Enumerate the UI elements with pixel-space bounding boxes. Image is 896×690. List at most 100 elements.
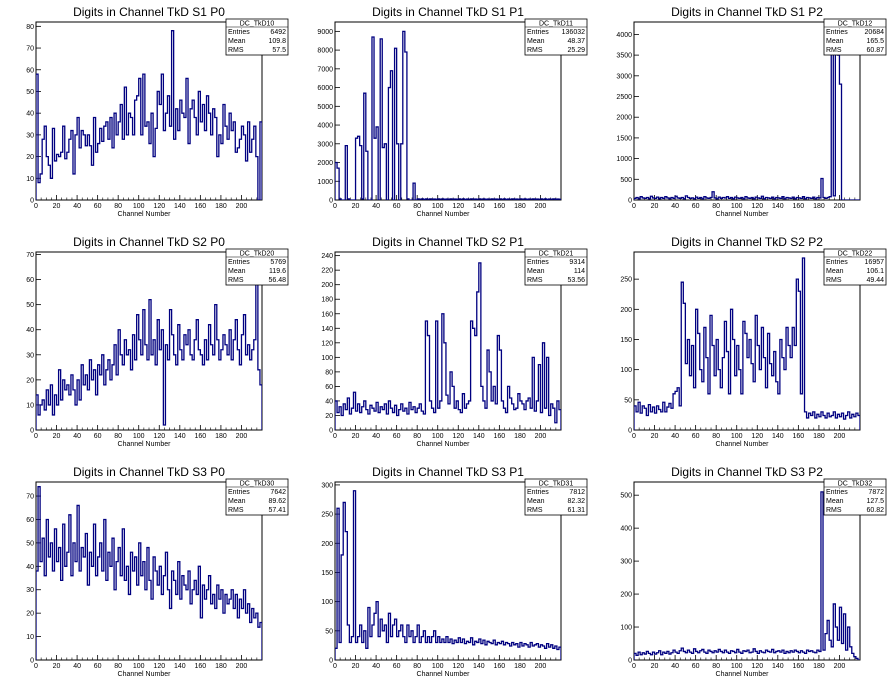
stats-label-mean: Mean: [527, 498, 545, 505]
stats-entries-value: 7872: [868, 489, 884, 496]
y-tick-label: 80: [26, 24, 34, 31]
y-tick-label: 0: [329, 198, 333, 205]
y-tick-label: 0: [30, 658, 34, 665]
histogram-svg: Digits in Channel TkD S3 P00 20 40 60 80 100 1…: [26, 465, 289, 678]
chart-title: Digits in Channel TkD S1 P1: [372, 5, 524, 19]
y-tick-label: 100: [620, 625, 632, 632]
x-tick-label: 180: [514, 433, 526, 440]
stats-box: [524, 478, 588, 516]
stats-mean-value: 119.6: [269, 268, 286, 275]
x-tick-label: 140: [772, 663, 784, 670]
y-tick-label: 80: [325, 369, 333, 376]
histogram-pad-4: Digits in Channel TkD S2 P1 0 20 40 60 80 100 1…: [299, 230, 597, 460]
y-tick-label: 180: [321, 297, 333, 304]
stats-mean-value: 127.5: [866, 498, 884, 505]
stats-box: [524, 18, 588, 56]
y-tick-label: 4000: [616, 32, 632, 39]
y-tick-label: 3000: [616, 73, 632, 80]
y-tick-label: 160: [321, 311, 333, 318]
y-tick-label: 300: [321, 482, 333, 489]
y-tick-label: 100: [321, 355, 333, 362]
stats-entries-value: 6492: [270, 29, 286, 36]
histogram-pad-5: Digits in Channel TkD S2 P2 0 20 40 60 80 100 1…: [598, 230, 896, 460]
x-tick-label: 0: [34, 203, 38, 210]
stats-label-mean: Mean: [228, 38, 246, 45]
chart-title: Digits in Channel TkD S1 P2: [671, 5, 823, 19]
y-tick-label: 8000: [317, 48, 333, 55]
stats-label-entries: Entries: [527, 489, 549, 496]
histogram-svg: Digits in Channel TkD S1 P2 0 20 40 60 80 100 1…: [616, 5, 887, 218]
stats-name: DC_TkD11: [539, 21, 573, 28]
x-tick-label: 200: [535, 203, 547, 210]
x-tick-label: 20: [352, 203, 360, 210]
stats-mean-value: 48.37: [567, 38, 585, 45]
x-tick-label: 200: [236, 663, 248, 670]
stats-mean-value: 165.5: [866, 38, 884, 45]
x-tick-label: 0: [632, 203, 636, 210]
stats-label-rms: RMS: [228, 47, 244, 54]
y-tick-label: 0: [30, 198, 34, 205]
x-tick-label: 0: [632, 433, 636, 440]
y-tick-label: 20: [26, 377, 34, 384]
x-tick-label: 80: [413, 433, 421, 440]
x-tick-label: 180: [813, 203, 825, 210]
y-tick-label: 2000: [616, 115, 632, 122]
y-tick-label: 40: [26, 564, 34, 571]
histogram-pad-2: Digits in Channel TkD S1 P2 0 20 40 60 80 100 1…: [598, 0, 896, 230]
x-tick-label: 200: [535, 663, 547, 670]
y-tick-label: 20: [325, 413, 333, 420]
stats-mean-value: 114: [574, 268, 585, 275]
stats-label-entries: Entries: [228, 489, 250, 496]
x-tick-label: 20: [651, 663, 659, 670]
x-tick-label: 100: [731, 203, 743, 210]
x-tick-label: 40: [73, 203, 81, 210]
stats-label-mean: Mean: [826, 268, 844, 275]
y-tick-label: 30: [26, 587, 34, 594]
x-tick-label: 20: [651, 203, 659, 210]
x-tick-label: 100: [432, 433, 444, 440]
stats-mean-value: 109.8: [268, 38, 286, 45]
x-tick-label: 160: [195, 433, 207, 440]
stats-label-entries: Entries: [826, 29, 848, 36]
stats-label-entries: Entries: [826, 259, 848, 266]
x-tick-label: 160: [195, 663, 207, 670]
x-tick-label: 0: [333, 203, 337, 210]
stats-name: DC_TkD30: [240, 481, 275, 488]
x-tick-label: 200: [834, 433, 846, 440]
stats-name: DC_TkD20: [240, 251, 275, 258]
y-tick-label: 0: [628, 658, 632, 665]
x-tick-label: 120: [452, 433, 464, 440]
x-tick-label: 20: [53, 433, 61, 440]
x-tick-label: 40: [372, 663, 380, 670]
x-tick-label: 100: [432, 663, 444, 670]
y-tick-label: 1000: [616, 156, 632, 163]
histogram-svg: Digits in Channel TkD S1 P00 20 40 60 80 100 1…: [26, 5, 289, 218]
stats-name: DC_TkD31: [539, 481, 574, 488]
stats-rms-value: 57.41: [268, 507, 286, 514]
stats-name: DC_TkD10: [240, 21, 275, 28]
stats-box: [225, 18, 289, 56]
x-axis-label: Channel Number: [716, 441, 770, 448]
y-tick-label: 1500: [616, 135, 632, 142]
x-axis-label: Channel Number: [417, 441, 471, 448]
stats-name: DC_TkD21: [539, 251, 574, 258]
stats-entries-value: 7642: [270, 489, 286, 496]
x-tick-label: 120: [153, 663, 165, 670]
y-tick-label: 10: [26, 634, 34, 641]
y-tick-label: 50: [26, 302, 34, 309]
x-tick-label: 140: [473, 203, 485, 210]
histogram-pad-6: Digits in Channel TkD S3 P0 0 20 40 60 80 100 1…: [0, 460, 298, 690]
x-tick-label: 40: [372, 433, 380, 440]
x-tick-label: 0: [34, 433, 38, 440]
chart-title: Digits in Channel TkD S3 P2: [671, 465, 823, 479]
x-tick-label: 40: [372, 203, 380, 210]
stats-label-rms: RMS: [527, 47, 543, 54]
stats-box: [225, 248, 289, 286]
x-tick-label: 160: [494, 433, 506, 440]
y-tick-label: 40: [325, 398, 333, 405]
y-tick-label: 0: [30, 428, 34, 435]
y-tick-label: 500: [620, 493, 632, 500]
x-tick-label: 140: [473, 663, 485, 670]
stats-box: [524, 248, 588, 286]
